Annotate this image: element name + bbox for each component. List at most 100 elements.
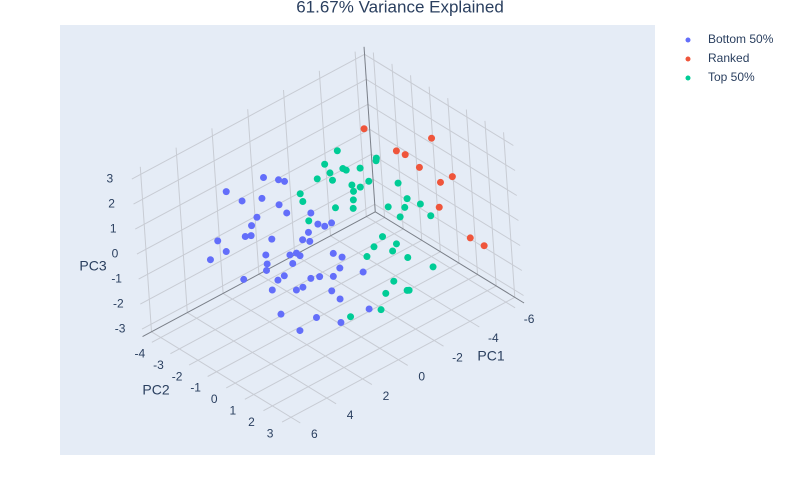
- grid-line: [151, 331, 301, 424]
- grid-line: [263, 285, 497, 412]
- x-tick-label: 0: [418, 370, 425, 384]
- axis-edge: [363, 46, 376, 212]
- point: [247, 232, 255, 240]
- point: [415, 163, 423, 171]
- point: [329, 272, 337, 280]
- point: [262, 251, 270, 259]
- point: [292, 286, 300, 294]
- grid-line: [187, 312, 337, 405]
- point: [359, 268, 367, 276]
- z-tick-label: 0: [112, 246, 119, 260]
- point: [277, 310, 285, 318]
- x-tick-label: -4: [488, 331, 499, 345]
- legend-marker: [685, 37, 691, 43]
- point: [416, 200, 424, 208]
- point: [392, 147, 400, 155]
- grid-line: [367, 103, 518, 196]
- z-tick-label: -2: [113, 296, 124, 310]
- grid-line: [364, 53, 514, 146]
- point: [299, 197, 307, 205]
- z-axis-title: PC3: [79, 258, 106, 274]
- point: [363, 253, 371, 261]
- grid-line: [188, 239, 422, 366]
- point: [240, 275, 248, 283]
- point: [258, 194, 266, 202]
- point: [403, 195, 411, 203]
- grid-line: [170, 228, 404, 355]
- point: [283, 209, 291, 217]
- point: [307, 274, 315, 282]
- chart-title: 61.67% Variance Explained: [296, 0, 504, 16]
- grid-line: [151, 217, 385, 343]
- point: [337, 319, 345, 326]
- scene-background: [60, 25, 655, 455]
- point: [305, 217, 313, 225]
- y-tick-label: 2: [248, 415, 255, 429]
- point: [253, 213, 261, 221]
- point: [377, 306, 385, 314]
- point: [403, 286, 411, 294]
- points: [206, 125, 488, 335]
- z-tick-label: -3: [115, 321, 126, 335]
- point: [304, 228, 312, 236]
- point: [347, 313, 355, 321]
- point: [365, 177, 373, 185]
- point: [429, 263, 437, 271]
- grid-line: [371, 153, 521, 246]
- grid-line: [222, 292, 373, 386]
- point: [370, 243, 378, 251]
- x-tick-label: -6: [524, 312, 535, 326]
- point: [389, 247, 397, 255]
- grid-line: [207, 251, 441, 377]
- point: [263, 266, 271, 274]
- point: [390, 277, 398, 285]
- grid-line: [136, 128, 370, 255]
- point: [306, 237, 314, 245]
- grid-line: [294, 254, 444, 347]
- point: [241, 233, 249, 240]
- point: [356, 183, 364, 191]
- z-tick-label: 2: [108, 196, 115, 210]
- legend-label: Ranked: [708, 51, 749, 65]
- point: [333, 147, 341, 155]
- grid: [131, 46, 525, 424]
- point: [222, 188, 230, 196]
- z-tick-label: 3: [107, 171, 114, 185]
- grid-line: [366, 216, 516, 309]
- point: [404, 254, 412, 262]
- point: [313, 175, 321, 183]
- y-tick-label: 1: [230, 403, 237, 417]
- grid-line: [258, 273, 408, 366]
- grid-line: [141, 203, 375, 330]
- grid-line: [365, 78, 516, 171]
- point: [379, 233, 387, 241]
- point: [263, 260, 271, 268]
- point: [312, 313, 320, 321]
- y-tick-label: -4: [135, 346, 146, 360]
- point: [382, 289, 390, 297]
- x-tick-label: 4: [347, 408, 354, 422]
- point: [328, 176, 336, 184]
- x-tick-label: 2: [383, 389, 390, 403]
- y-tick-label: 3: [267, 426, 274, 440]
- point: [384, 203, 392, 211]
- legend-label: Bottom 50%: [708, 32, 774, 46]
- grid-line: [140, 178, 374, 305]
- point: [299, 236, 307, 244]
- point: [436, 178, 444, 186]
- point: [280, 272, 288, 280]
- point: [275, 176, 282, 184]
- point: [248, 222, 256, 230]
- y-tick-label: -3: [153, 358, 164, 372]
- point: [356, 164, 364, 172]
- point: [396, 213, 404, 221]
- point: [214, 237, 222, 245]
- point: [206, 256, 214, 264]
- point: [275, 201, 283, 209]
- z-tick-label: -1: [111, 271, 122, 285]
- point: [336, 295, 344, 303]
- point: [480, 242, 488, 250]
- point: [349, 204, 357, 212]
- point: [338, 253, 346, 261]
